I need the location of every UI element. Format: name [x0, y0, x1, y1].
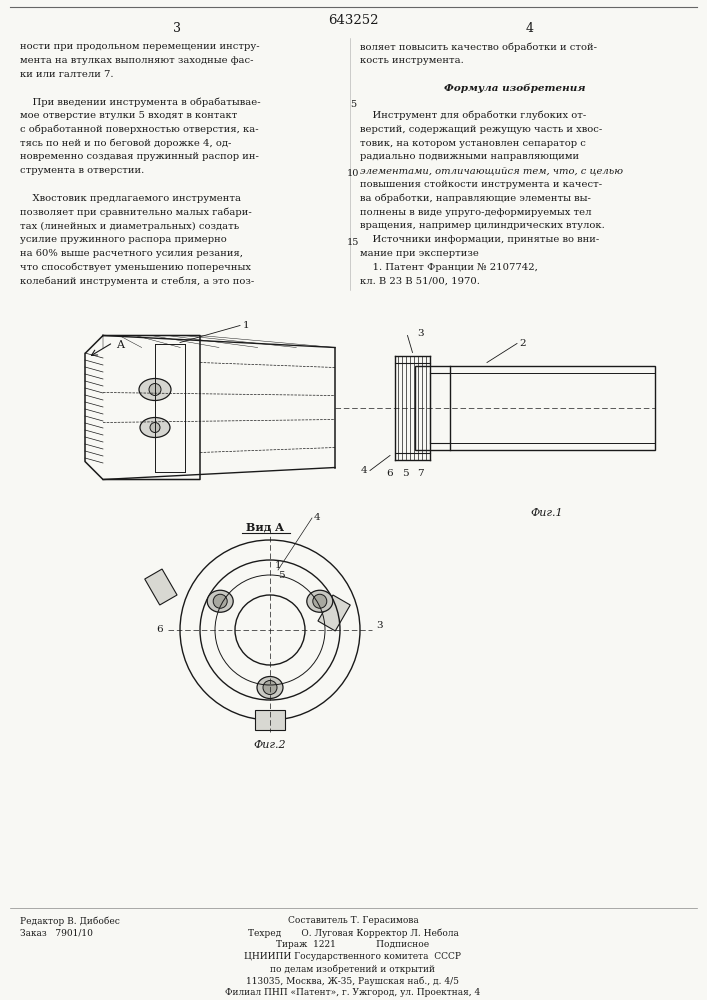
Text: струмента в отверстии.: струмента в отверстии. [20, 166, 144, 175]
Text: 643252: 643252 [328, 13, 378, 26]
Circle shape [150, 422, 160, 432]
Text: позволяет при сравнительно малых габари-: позволяет при сравнительно малых габари- [20, 208, 252, 217]
Text: вращения, например цилиндрических втулок.: вращения, например цилиндрических втулок… [360, 221, 604, 230]
Ellipse shape [139, 378, 171, 400]
Text: товик, на котором установлен сепаратор с: товик, на котором установлен сепаратор с [360, 139, 586, 148]
Text: 1: 1 [243, 321, 250, 330]
Ellipse shape [140, 418, 170, 438]
Text: что способствует уменьшению поперечных: что способствует уменьшению поперечных [20, 263, 251, 272]
Text: 15: 15 [347, 238, 359, 247]
Text: 4: 4 [361, 466, 367, 475]
Text: 1. Патент Франции № 2107742,: 1. Патент Франции № 2107742, [360, 263, 538, 272]
Text: 5: 5 [278, 571, 285, 580]
Text: повышения стойкости инструмента и качест-: повышения стойкости инструмента и качест… [360, 180, 602, 189]
Text: с обработанной поверхностью отверстия, ка-: с обработанной поверхностью отверстия, к… [20, 125, 259, 134]
Text: 6: 6 [157, 626, 163, 635]
Text: 5: 5 [402, 469, 409, 478]
Ellipse shape [307, 590, 333, 612]
Text: ности при продольном перемещении инстру-: ности при продольном перемещении инстру- [20, 42, 259, 51]
Text: 3: 3 [376, 620, 382, 630]
Text: Заказ   7901/10: Заказ 7901/10 [20, 928, 93, 937]
Text: 2: 2 [519, 339, 525, 348]
Text: 4: 4 [526, 21, 534, 34]
Text: мание при экспертизе: мание при экспертизе [360, 249, 479, 258]
Text: При введении инструмента в обрабатывае-: При введении инструмента в обрабатывае- [20, 97, 261, 107]
Circle shape [263, 680, 277, 694]
Text: усилие пружинного распора примерно: усилие пружинного распора примерно [20, 235, 227, 244]
Text: колебаний инструмента и стебля, а это поз-: колебаний инструмента и стебля, а это по… [20, 277, 255, 286]
Text: мента на втулках выполняют заходные фас-: мента на втулках выполняют заходные фас- [20, 56, 254, 65]
Text: Редактор В. Дибобес: Редактор В. Дибобес [20, 916, 120, 926]
Text: элементами, отличающийся тем, что, с целью: элементами, отличающийся тем, что, с цел… [360, 166, 623, 175]
Text: Хвостовик предлагаемого инструмента: Хвостовик предлагаемого инструмента [20, 194, 241, 203]
Text: Техред       О. Луговая Корректор Л. Небола: Техред О. Луговая Корректор Л. Небола [247, 928, 458, 938]
Text: 4: 4 [314, 514, 321, 522]
Text: тах (линейных и диаметральных) создать: тах (линейных и диаметральных) создать [20, 221, 239, 231]
Text: 5: 5 [350, 100, 356, 109]
Text: 10: 10 [347, 169, 359, 178]
Text: верстий, содержащий режущую часть и хвос-: верстий, содержащий режущую часть и хвос… [360, 125, 602, 134]
Text: 6: 6 [387, 469, 393, 478]
Text: Инструмент для обработки глубоких от-: Инструмент для обработки глубоких от- [360, 111, 586, 120]
Text: Составитель Т. Герасимова: Составитель Т. Герасимова [288, 916, 419, 925]
Bar [318, 595, 350, 631]
Text: 7: 7 [416, 469, 423, 478]
Text: Фиг.1: Фиг.1 [530, 508, 563, 518]
Ellipse shape [257, 676, 283, 698]
Text: тясь по ней и по беговой дорожке 4, од-: тясь по ней и по беговой дорожке 4, од- [20, 139, 231, 148]
Text: Филиал ПНП «Патент», г. Ужгород, ул. Проектная, 4: Филиал ПНП «Патент», г. Ужгород, ул. Про… [226, 988, 481, 997]
Bar [145, 569, 177, 605]
Circle shape [214, 594, 227, 608]
Text: мое отверстие втулки 5 входят в контакт: мое отверстие втулки 5 входят в контакт [20, 111, 238, 120]
Text: 3: 3 [173, 21, 181, 34]
Text: ки или галтели 7.: ки или галтели 7. [20, 70, 114, 79]
Text: Тираж  1221              Подписное: Тираж 1221 Подписное [276, 940, 430, 949]
Ellipse shape [207, 590, 233, 612]
Circle shape [312, 594, 327, 608]
Text: 1: 1 [275, 560, 281, 570]
Text: на 60% выше расчетного усилия резания,: на 60% выше расчетного усилия резания, [20, 249, 243, 258]
Text: воляет повысить качество обработки и стой-: воляет повысить качество обработки и сто… [360, 42, 597, 51]
Text: A: A [116, 340, 124, 350]
Text: ва обработки, направляющие элементы вы-: ва обработки, направляющие элементы вы- [360, 194, 591, 203]
Circle shape [149, 383, 161, 395]
Text: 3: 3 [418, 329, 424, 338]
Text: по делам изобретений и открытий: по делам изобретений и открытий [271, 964, 436, 974]
Bar [430, 372, 655, 442]
Text: Фиг.2: Фиг.2 [254, 740, 286, 750]
Text: радиально подвижными направляющими: радиально подвижными направляющими [360, 152, 579, 161]
Text: Вид А: Вид А [246, 522, 284, 533]
Text: 113035, Москва, Ж-35, Раушская наб., д. 4/5: 113035, Москва, Ж-35, Раушская наб., д. … [247, 976, 460, 986]
Text: Формула изобретения: Формула изобретения [444, 83, 586, 93]
Bar [415, 365, 655, 450]
Text: кл. В 23 В 51/00, 1970.: кл. В 23 В 51/00, 1970. [360, 277, 480, 286]
Text: кость инструмента.: кость инструмента. [360, 56, 464, 65]
Text: ЦНИИПИ Государственного комитета  СССР: ЦНИИПИ Государственного комитета СССР [245, 952, 462, 961]
Bar [255, 710, 285, 730]
Text: новременно создавая пружинный распор ин-: новременно создавая пружинный распор ин- [20, 152, 259, 161]
Text: Источники информации, принятые во вни-: Источники информации, принятые во вни- [360, 235, 600, 244]
Text: полнены в виде упруго-деформируемых тел: полнены в виде упруго-деформируемых тел [360, 208, 592, 217]
